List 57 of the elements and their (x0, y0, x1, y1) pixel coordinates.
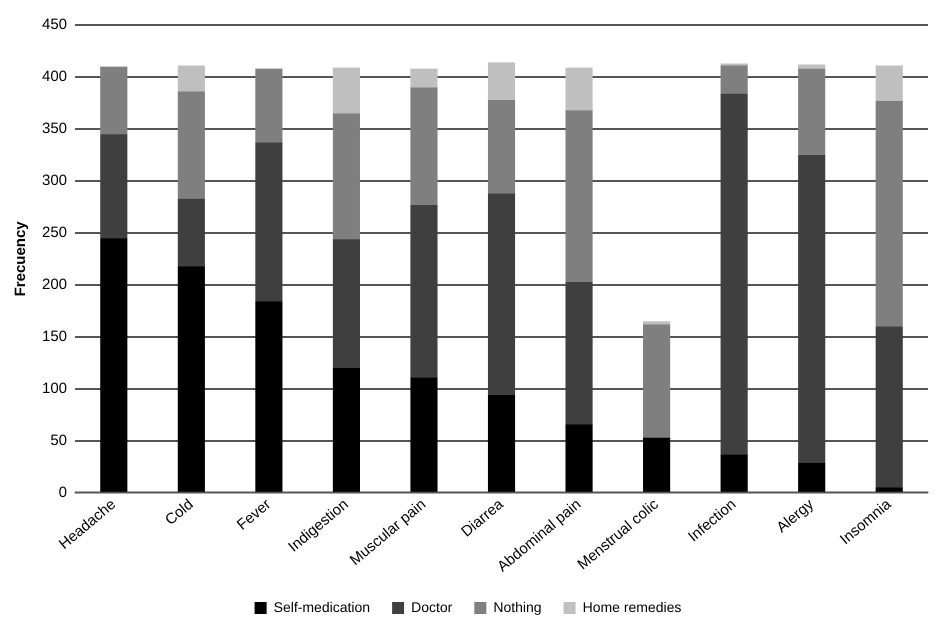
bar (255, 142, 282, 302)
bar (798, 68, 826, 155)
y-tick-label: 250 (42, 224, 68, 242)
y-tick-label: 0 (58, 484, 68, 501)
bar (876, 488, 903, 492)
bar (488, 62, 516, 100)
bar (798, 64, 826, 69)
bar (798, 154, 826, 463)
bar (565, 424, 593, 492)
bar (332, 368, 360, 492)
bar (643, 321, 670, 324)
bar (100, 66, 128, 134)
bar (720, 63, 748, 66)
bar (178, 92, 205, 199)
bar (100, 134, 128, 238)
x-tick-label: Cold (162, 496, 197, 529)
bar (720, 454, 748, 492)
bar (798, 462, 826, 492)
bar (255, 301, 282, 492)
y-tick-label: 400 (42, 68, 68, 86)
y-tick-label: 450 (42, 16, 68, 34)
bar (410, 204, 438, 378)
bar (178, 66, 205, 92)
bar (332, 239, 360, 368)
bar (332, 113, 360, 240)
bar (876, 100, 903, 326)
bar (565, 110, 593, 282)
bar (410, 87, 438, 205)
bar (720, 66, 748, 94)
legend-label: Self-medication (274, 598, 370, 615)
y-tick-label: 50 (50, 432, 68, 449)
bar (100, 238, 128, 492)
bar (488, 193, 516, 396)
bar (720, 94, 748, 454)
y-tick-label: 100 (42, 380, 68, 397)
bar (565, 282, 593, 424)
legend-label: Nothing (493, 598, 542, 615)
y-tick-label: 300 (42, 172, 68, 190)
y-tick-label: 350 (42, 120, 68, 138)
bar (488, 395, 516, 492)
y-tick-label: 200 (42, 276, 68, 293)
bar (488, 100, 516, 194)
bar (643, 438, 670, 492)
legend-label: Doctor (411, 598, 453, 615)
legend-label: Home remedies (582, 598, 682, 615)
y-tick-label: 150 (42, 328, 68, 345)
bar (410, 377, 438, 492)
bar (565, 68, 593, 110)
bar (876, 66, 903, 101)
bar (643, 324, 670, 438)
bar (876, 326, 903, 488)
bar (255, 68, 282, 142)
bar (178, 198, 205, 266)
bar (410, 68, 438, 88)
bar (178, 266, 205, 492)
y-axis-title: Frecuency (12, 220, 30, 296)
bar (332, 68, 360, 114)
